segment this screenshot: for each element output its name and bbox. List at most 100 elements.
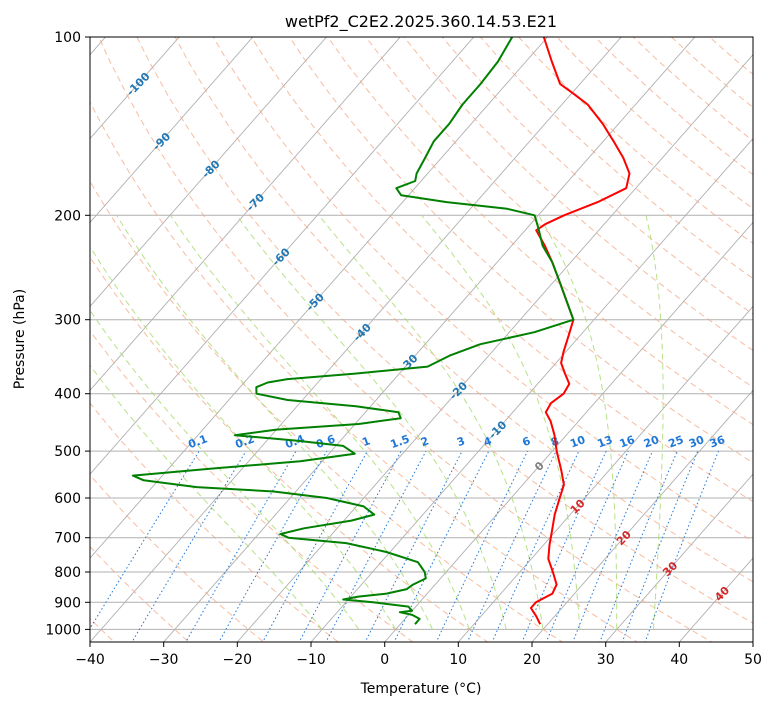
x-tick-label: 20 xyxy=(523,652,541,668)
x-axis-title: Temperature (°C) xyxy=(360,681,482,697)
isotherm-line xyxy=(90,37,549,559)
x-tick-label: 0 xyxy=(380,652,389,668)
isotherm-line xyxy=(752,641,753,642)
moist-adiabat-line xyxy=(645,215,664,630)
mixing-ratio-line xyxy=(435,450,529,642)
mixing-ratio-line xyxy=(325,450,427,642)
moist-adiabat-line xyxy=(538,215,618,630)
moist-adiabat-line xyxy=(90,364,323,630)
mixing-ratio-label: 0.4 xyxy=(283,432,306,451)
mixing-ratio-line xyxy=(364,450,463,642)
mixing-ratio-label: 6 xyxy=(521,434,533,449)
isotherm-line xyxy=(310,137,753,642)
moist-adiabat-line xyxy=(318,214,544,630)
mixing-ratio-label: 25 xyxy=(667,433,686,450)
isotherm-line xyxy=(90,37,254,224)
mixing-ratio-label: 30 xyxy=(687,433,706,451)
mixing-ratio-label: 2 xyxy=(419,434,431,449)
mixing-ratio-line xyxy=(621,450,699,642)
isotherm-line xyxy=(163,37,696,642)
mixing-ratio-line xyxy=(185,450,297,642)
dry-adiabat-line xyxy=(441,37,753,315)
dry-adiabat-line xyxy=(327,37,753,426)
dry-adiabat-line xyxy=(479,37,753,280)
mixing-ratio-line xyxy=(218,450,328,642)
isotherm-line xyxy=(678,557,753,642)
mixing-ratio-label: 3 xyxy=(455,434,467,449)
mixing-ratio-label: 4 xyxy=(482,434,494,449)
mixing-ratio-line xyxy=(572,450,654,642)
y-tick-label: 800 xyxy=(54,565,81,581)
dry-adiabat-line xyxy=(365,37,753,388)
moist-adiabat-line xyxy=(90,245,397,630)
x-tick-label: −30 xyxy=(149,652,179,668)
mixing-ratio-label: 1.5 xyxy=(389,432,412,451)
moist-adiabat-line xyxy=(116,215,433,630)
x-tick-label: −10 xyxy=(296,652,326,668)
isotherm-line xyxy=(90,37,328,308)
isotherm-line xyxy=(90,37,622,642)
isotherm-line xyxy=(90,37,475,475)
dry-adiabat-line xyxy=(90,256,489,642)
moist-adiabat-line xyxy=(170,215,470,630)
dry-adiabat-line xyxy=(136,37,753,624)
y-tick-label: 1000 xyxy=(45,622,81,638)
x-tick-label: 30 xyxy=(597,652,615,668)
chart-title: wetPf2_C2E2.2025.360.14.53.E21 xyxy=(285,12,557,32)
y-axis-ticks: 1000 900 800 700 600 500 400 300 200 100 xyxy=(45,30,90,638)
moist-adiabat-line xyxy=(236,215,507,630)
mixing-ratio-label: 20 xyxy=(642,433,661,451)
moist-adiabat-line xyxy=(90,309,360,630)
dry-adiabat-line xyxy=(708,37,753,75)
mixing-ratio-label: 36 xyxy=(708,433,727,451)
y-axis-title: Pressure (hPa) xyxy=(12,289,28,389)
x-tick-label: −20 xyxy=(223,652,253,668)
y-tick-label: 100 xyxy=(54,30,81,46)
dry-adiabat-line xyxy=(403,37,753,351)
dry-adiabat-line xyxy=(250,37,753,503)
mixing-ratio-label: 10 xyxy=(568,433,587,451)
y-tick-label: 900 xyxy=(54,595,81,611)
background-lines xyxy=(90,37,753,642)
mixing-ratio-label: 1 xyxy=(360,434,372,449)
isotherm-label: -100 xyxy=(124,70,153,99)
dry-adiabat-line xyxy=(98,37,713,642)
mixing-ratio-label: 16 xyxy=(618,433,637,451)
temperature-trace xyxy=(529,37,631,625)
mixing-ratio-label: 0.6 xyxy=(314,432,337,451)
y-tick-label: 600 xyxy=(54,491,81,507)
dry-adiabat-line xyxy=(90,402,340,642)
dry-adiabat-line xyxy=(90,545,190,642)
plot-frame xyxy=(89,36,754,643)
dewpoint-trace xyxy=(131,37,575,625)
mixing-ratio-label: 13 xyxy=(596,433,615,450)
mixing-ratio-line xyxy=(262,450,368,642)
moist-adiabat-line xyxy=(421,214,581,630)
y-tick-label: 700 xyxy=(54,531,81,547)
mixing-ratio-line xyxy=(298,450,402,642)
mixing-ratio-line xyxy=(521,450,607,642)
y-tick-label: 200 xyxy=(54,208,81,224)
isotherm-line xyxy=(90,37,180,140)
mixing-ratio-label: 0.1 xyxy=(187,432,210,451)
isotherm-line xyxy=(531,389,753,642)
dry-adiabat-line xyxy=(212,37,753,542)
dry-adiabat-line xyxy=(174,37,753,583)
x-axis-ticks: −40 −30 −20 −10 0 10 20 30 40 50 xyxy=(75,642,762,668)
y-tick-label: 400 xyxy=(54,387,81,403)
isotherm-line xyxy=(457,305,753,642)
y-tick-label: 500 xyxy=(54,444,81,460)
dry-adiabat-line xyxy=(90,329,414,642)
dry-adiabat-line xyxy=(90,474,265,642)
mixing-ratio-line xyxy=(393,450,490,642)
x-tick-label: 10 xyxy=(449,652,467,668)
isotherm-line xyxy=(90,37,401,392)
x-tick-label: 50 xyxy=(744,652,762,668)
mixing-ratio-line xyxy=(131,450,247,642)
mixing-ratio-line xyxy=(545,450,629,642)
x-tick-label: −40 xyxy=(75,652,105,668)
mixing-ratio-line xyxy=(599,450,678,642)
sounding-traces xyxy=(131,37,631,625)
